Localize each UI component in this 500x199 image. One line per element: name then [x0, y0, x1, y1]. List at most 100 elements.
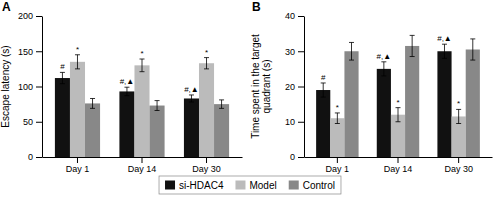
tick-mark [298, 87, 304, 88]
error-bar [381, 62, 386, 76]
error-bar [90, 98, 95, 108]
legend-item: Model [235, 180, 276, 191]
tick-mark [142, 157, 143, 163]
tick-mark [77, 157, 78, 163]
tick-label: 0 [28, 152, 33, 162]
annotation: * [336, 103, 339, 112]
tick: 20 [285, 82, 304, 92]
legend-swatch [235, 181, 245, 190]
annotation: * [140, 49, 143, 58]
y-axis: 050100150200 [18, 11, 43, 162]
tick: 200 [18, 11, 42, 21]
bar [330, 118, 344, 157]
tick-label: Day 1 [66, 164, 90, 174]
tick: 0 [290, 152, 304, 162]
legend-item: si-HDAC4 [165, 180, 224, 191]
bar [214, 104, 229, 157]
bar [405, 46, 419, 157]
x-axis: Day 1 Day 14 Day 30 [43, 157, 243, 174]
tick: 30 [285, 47, 304, 57]
tick-mark [298, 157, 304, 158]
series [344, 35, 479, 157]
annotation: * [76, 45, 79, 54]
error-bar [410, 35, 415, 56]
tick-mark [298, 122, 304, 123]
tick: Day 14 [384, 157, 413, 174]
annotation: # [60, 62, 65, 71]
x-axis: Day 1 Day 14 Day 30 [305, 157, 493, 174]
tick-mark [398, 157, 399, 163]
tick-mark [36, 16, 42, 17]
error-bar [456, 109, 461, 123]
annotation: #,▲ [120, 77, 135, 86]
tick-label: 50 [23, 117, 33, 127]
annotation: #,▲ [437, 34, 452, 43]
panel-title: A [2, 0, 11, 14]
bar [70, 62, 85, 157]
legend-frame [159, 176, 341, 194]
tick: 10 [285, 117, 304, 127]
bar [316, 90, 330, 157]
tick-mark [458, 157, 459, 163]
annotation: # [321, 73, 326, 82]
tick: 40 [285, 11, 304, 21]
error-bar [470, 39, 475, 60]
plot-area [316, 35, 480, 157]
error-bar [335, 113, 340, 124]
annotations: ##,▲#,▲*** [60, 45, 208, 94]
y-axis-label: Escape latency (s) [0, 45, 11, 127]
error-bar [204, 58, 209, 69]
error-bar [321, 83, 326, 97]
tick-mark [36, 122, 42, 123]
tick-label: 200 [18, 11, 33, 21]
panel-title: B [252, 0, 261, 14]
tick-label: Day 14 [128, 164, 157, 174]
error-bar [219, 100, 224, 108]
tick-mark [337, 157, 338, 163]
legend-swatch [165, 181, 175, 190]
bar [466, 49, 480, 157]
tick-mark [298, 51, 304, 52]
annotations: ##,▲#,▲*** [321, 34, 460, 112]
tick-label: Day 30 [192, 164, 221, 174]
bar [85, 103, 100, 157]
tick-mark [298, 16, 304, 17]
y-axis-label-line: quadrant (s) [261, 60, 272, 114]
legend-label: si-HDAC4 [179, 180, 224, 191]
panel: ##,▲#,▲***010203040Day 1Day 14Day 30Time… [250, 0, 493, 174]
legend-swatch [289, 181, 299, 190]
error-bar [349, 42, 354, 60]
tick-label: 40 [285, 11, 295, 21]
legend-item: Control [289, 180, 335, 191]
error-bar [75, 55, 80, 69]
bar [134, 65, 149, 157]
error-bar [124, 87, 129, 95]
bar [437, 51, 451, 157]
axis-line [304, 17, 305, 158]
tick: Day 1 [326, 157, 350, 174]
annotation: #,▲ [184, 85, 199, 94]
tick: 50 [23, 117, 42, 127]
bar [150, 106, 165, 157]
bar [55, 78, 70, 157]
bar [344, 51, 358, 157]
y-axis-label-line: Time spent in the target [250, 34, 261, 139]
annotation: * [396, 98, 399, 107]
tick-label: 30 [285, 47, 295, 57]
tick-label: 10 [285, 117, 295, 127]
tick-label: Day 30 [444, 164, 473, 174]
tick-label: Day 1 [326, 164, 350, 174]
plot-area [55, 55, 229, 157]
series [85, 98, 229, 157]
tick-label: 20 [285, 82, 295, 92]
chart-svg: ##,▲#,▲***050100150200Day 1Day 14Day 30E… [0, 0, 500, 199]
error-bar [396, 108, 401, 122]
axis-line [42, 17, 43, 158]
annotation: #,▲ [377, 52, 392, 61]
series [316, 44, 451, 157]
legend-label: Model [249, 180, 276, 191]
series [70, 55, 214, 157]
tick-label: 150 [18, 47, 33, 57]
bar [377, 69, 391, 157]
error-bar [442, 44, 447, 58]
